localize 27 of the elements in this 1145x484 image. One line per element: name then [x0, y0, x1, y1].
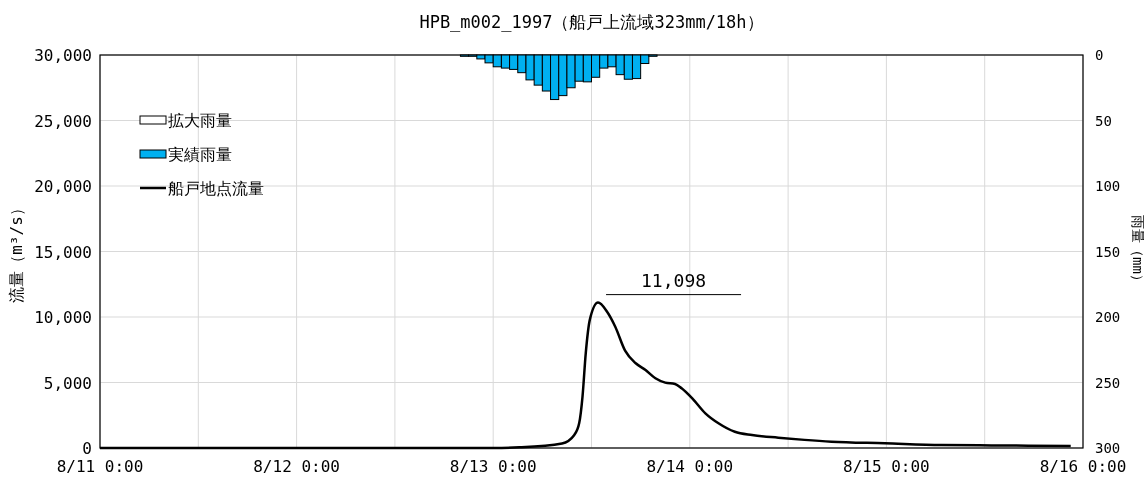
x-tick-label: 8/15 0:00: [843, 457, 930, 476]
y2-tick-label: 50: [1095, 112, 1112, 129]
annotation: 11,098: [641, 269, 707, 291]
chart-title: HPB_m002_1997（船戸上流域323mm/18h）: [419, 12, 764, 32]
y-axis-title: 流量（m³/s）: [7, 200, 26, 303]
x-tick-label: 8/13 0:00: [449, 457, 537, 476]
y2-tick-label: 0: [1095, 47, 1104, 63]
x-tick-label: 8/14 0:00: [646, 457, 734, 476]
y-tick-label: 0: [82, 439, 92, 458]
y-tick-label: 5,000: [43, 373, 92, 393]
y2-tick-label: 300: [1095, 440, 1121, 456]
y-tick-label: 30,000: [34, 46, 92, 65]
x-tick-label: 8/16 0:00: [1039, 457, 1127, 476]
y-tick-label: 10,000: [34, 308, 92, 327]
legend-label: 拡大雨量: [168, 111, 232, 130]
legend-label: 船戸地点流量: [168, 179, 264, 198]
y2-tick-label: 250: [1095, 374, 1121, 391]
y2-tick-label: 150: [1095, 243, 1121, 260]
x-tick-label: 8/12 0:00: [253, 457, 340, 476]
y2-axis-title: 雨量（mm）: [1130, 215, 1145, 288]
legend-label: 実績雨量: [168, 145, 232, 164]
y2-tick-label: 100: [1095, 178, 1121, 194]
y-tick-label: 20,000: [34, 177, 92, 196]
y-tick-label: 25,000: [34, 111, 92, 131]
x-tick-label: 8/11 0:00: [56, 457, 144, 476]
y-tick-label: 15,000: [34, 242, 92, 262]
y2-tick-label: 200: [1095, 309, 1121, 325]
